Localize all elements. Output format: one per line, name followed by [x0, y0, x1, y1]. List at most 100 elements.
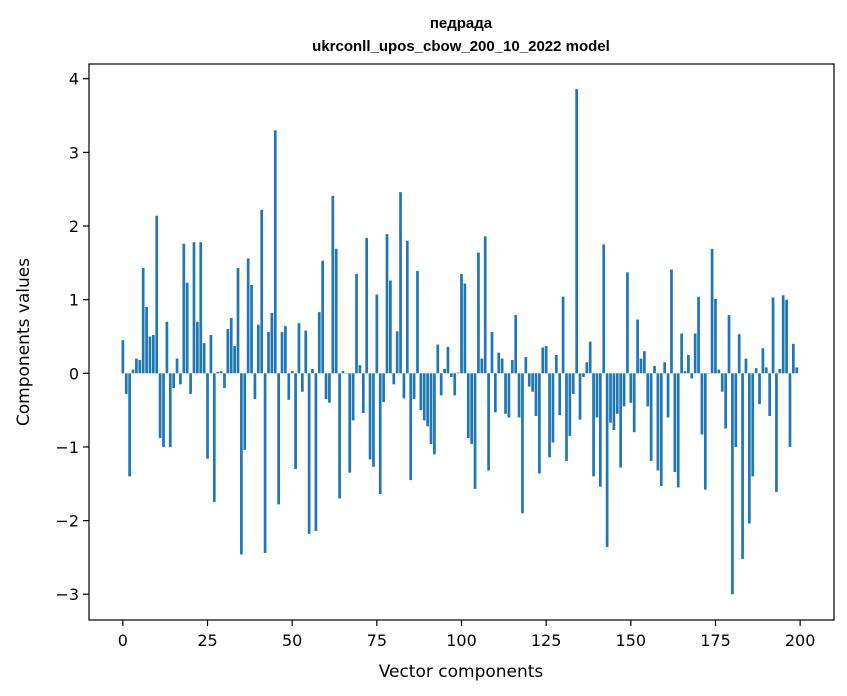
bar-35 — [240, 373, 243, 555]
bar-64 — [338, 373, 341, 499]
bar-104 — [473, 373, 477, 489]
bar-72 — [365, 237, 369, 374]
bar-12 — [162, 373, 165, 447]
bar-65 — [341, 371, 345, 374]
bar-91 — [429, 373, 433, 444]
bar-192 — [771, 297, 775, 374]
bar-148 — [622, 373, 626, 407]
bar-108 — [487, 373, 490, 471]
bar-183 — [741, 373, 744, 559]
bar-168 — [690, 373, 694, 379]
bar-127 — [551, 373, 555, 443]
bar-78 — [385, 234, 389, 374]
bar-107 — [483, 236, 487, 374]
bar-156 — [649, 373, 653, 461]
bar-164 — [676, 373, 680, 488]
y-axis: −3 −2 −1 0 1 2 3 4 — [55, 70, 89, 604]
bar-139 — [592, 373, 595, 477]
bar-16 — [175, 358, 179, 374]
bar-17 — [179, 373, 182, 385]
bar-167 — [687, 354, 690, 374]
bar-143 — [605, 373, 609, 548]
bar-122 — [534, 373, 538, 417]
bar-11 — [158, 373, 162, 439]
bar-194 — [778, 368, 782, 374]
y-axis-label: Components values — [14, 258, 34, 426]
bar-87 — [416, 270, 419, 374]
bar-50 — [290, 371, 294, 374]
bar-94 — [439, 373, 443, 396]
bar-153 — [639, 358, 643, 374]
bar-116 — [514, 315, 518, 374]
bar-111 — [497, 352, 501, 374]
bar-73 — [368, 373, 372, 460]
bar-174 — [710, 248, 714, 374]
bar-32 — [229, 318, 233, 374]
bars-group — [121, 89, 799, 595]
bar-9 — [151, 335, 155, 374]
bar-182 — [737, 334, 741, 374]
bar-110 — [494, 373, 497, 413]
bar-155 — [646, 373, 650, 407]
bar-118 — [521, 373, 524, 514]
bar-105 — [477, 252, 480, 374]
y-tick-label: −3 — [55, 585, 79, 604]
bar-197 — [788, 373, 792, 447]
bar-178 — [724, 373, 727, 429]
bar-152 — [636, 319, 639, 374]
bar-45 — [273, 130, 277, 374]
bar-82 — [399, 192, 402, 374]
bar-92 — [433, 373, 436, 455]
bar-52 — [297, 323, 301, 374]
bar-150 — [629, 373, 633, 403]
x-axis: 0 25 50 75 100 125 150 175 200 — [118, 620, 815, 650]
bar-117 — [517, 373, 521, 418]
bar-62 — [331, 195, 335, 374]
bar-196 — [785, 299, 788, 374]
bar-81 — [395, 331, 399, 374]
bar-71 — [361, 373, 365, 414]
bar-198 — [792, 343, 795, 374]
bar-131 — [565, 373, 568, 461]
bar-176 — [717, 369, 721, 374]
bar-60 — [324, 373, 328, 400]
bar-18 — [182, 243, 186, 374]
bar-33 — [233, 346, 236, 374]
y-tick-label: 0 — [69, 364, 79, 383]
bar-37 — [246, 258, 250, 374]
bar-177 — [720, 373, 724, 392]
x-tick-label: 25 — [197, 631, 217, 650]
bar-158 — [656, 373, 660, 471]
bar-166 — [683, 371, 687, 374]
bar-58 — [317, 312, 321, 374]
bar-34 — [236, 267, 240, 374]
bar-132 — [568, 373, 572, 436]
x-tick-label: 100 — [446, 631, 477, 650]
bar-136 — [582, 373, 585, 377]
bar-103 — [470, 373, 474, 444]
bar-38 — [250, 284, 253, 374]
bar-36 — [243, 373, 247, 450]
bar-29 — [219, 371, 223, 374]
bar-76 — [378, 373, 382, 495]
bar-151 — [632, 373, 636, 433]
y-tick-label: −1 — [55, 438, 79, 457]
bar-19 — [185, 282, 189, 374]
bar-193 — [775, 373, 778, 492]
x-tick-label: 175 — [700, 631, 731, 650]
bar-30 — [223, 373, 226, 389]
bar-68 — [351, 373, 355, 421]
bar-163 — [673, 373, 677, 472]
bar-40 — [256, 324, 260, 374]
bar-51 — [294, 373, 297, 470]
bar-134 — [575, 89, 578, 374]
bar-48 — [284, 326, 287, 374]
bar-13 — [165, 321, 169, 374]
bar-145 — [612, 373, 616, 431]
bar-54 — [304, 330, 308, 374]
bar-172 — [703, 373, 707, 490]
bar-184 — [744, 358, 748, 374]
bar-59 — [321, 260, 325, 374]
x-tick-label: 150 — [616, 631, 647, 650]
